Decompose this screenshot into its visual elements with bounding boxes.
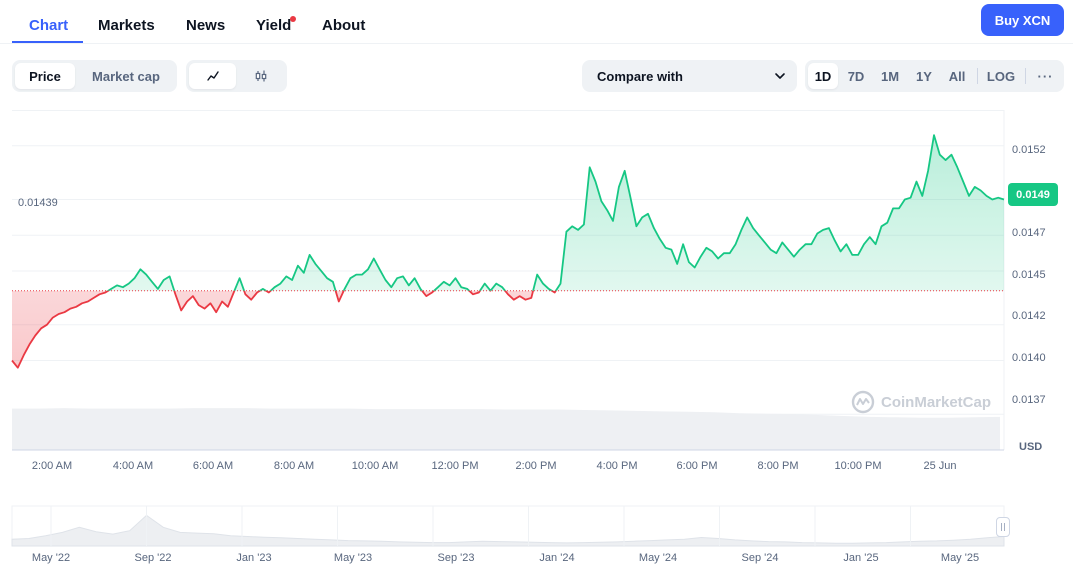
time-range-selector: 1D 7D 1M 1Y All LOG ··· [805, 60, 1064, 92]
chevron-down-icon [775, 73, 785, 79]
x-tick-label: 8:00 PM [757, 460, 799, 472]
range-1m-button[interactable]: 1M [880, 68, 900, 84]
y-tick-label: 0.0137 [1012, 394, 1046, 406]
tab-chart[interactable]: Chart [29, 17, 69, 34]
volume-area [12, 408, 1000, 450]
navigator-tick-label: May '22 [31, 552, 71, 564]
line-chart-button[interactable] [189, 63, 236, 89]
price-area-up [12, 135, 1004, 291]
x-tick-label: 10:00 PM [834, 460, 882, 472]
volume-bars [12, 408, 1000, 450]
coinmarketcap-logo-icon [851, 390, 875, 414]
log-scale-button[interactable]: LOG [986, 68, 1016, 84]
navigator-drag-handle[interactable] [996, 517, 1010, 537]
current-price-tag: 0.0149 [1008, 183, 1058, 206]
x-tick-label: 6:00 PM [676, 460, 718, 472]
tab-about[interactable]: About [322, 17, 366, 34]
price-line-down [11, 290, 557, 369]
candlestick-chart-button[interactable] [237, 63, 284, 89]
range-1d-button[interactable]: 1D [808, 63, 838, 89]
marketcap-toggle-button[interactable]: Market cap [92, 68, 160, 84]
navigator-tick-label: Jan '24 [539, 552, 575, 564]
x-tick-label: 4:00 AM [112, 460, 154, 472]
navigator-tick-label: Sep '23 [437, 552, 475, 564]
navigator-tick-label: May '25 [940, 552, 980, 564]
watermark-text: CoinMarketCap [881, 393, 992, 411]
candlestick-icon [255, 70, 266, 82]
x-tick-label: 12:00 PM [431, 460, 479, 472]
compare-with-label: Compare with [597, 68, 683, 84]
chart-gridlines [12, 145, 1004, 415]
currency-label: USD [1019, 441, 1043, 453]
chart-type-toggle [186, 60, 287, 92]
price-toggle-button[interactable]: Price [15, 63, 75, 89]
more-options-button[interactable]: ··· [1030, 63, 1061, 89]
y-tick-label: 0.0147 [1012, 227, 1046, 239]
open-price-label: 0.01439 [18, 197, 58, 209]
navigator-tick-label: May '24 [638, 552, 678, 564]
navigator-tick-label: May '23 [333, 552, 373, 564]
range-all-button[interactable]: All [948, 68, 966, 84]
x-tick-label: 2:00 PM [515, 460, 557, 472]
chart-top-border [12, 110, 1004, 111]
navigator-overview-area [11, 514, 1005, 547]
price-line-up [106, 134, 1005, 291]
range-divider [977, 68, 978, 84]
notification-dot [290, 16, 296, 22]
price-area-down [12, 290, 556, 368]
y-tick-label: 0.0140 [1012, 352, 1046, 364]
x-tick-label: 10:00 AM [351, 460, 399, 472]
x-tick-label: 6:00 AM [192, 460, 234, 472]
y-tick-label: 0.0145 [1012, 269, 1046, 281]
range-divider [1025, 68, 1026, 84]
top-nav: Chart Markets News Yield About Buy XCN [0, 0, 1073, 44]
x-tick-label: 4:00 PM [596, 460, 638, 472]
navigator-tick-label: Sep '22 [134, 552, 172, 564]
tab-news[interactable]: News [186, 17, 226, 34]
more-horizontal-icon: ··· [1037, 68, 1054, 84]
range-navigator [11, 505, 1005, 547]
x-tick-label: 8:00 AM [273, 460, 315, 472]
price-marketcap-toggle: Price Market cap [12, 60, 177, 92]
compare-with-dropdown[interactable]: Compare with [582, 60, 797, 92]
x-tick-label: 25 Jun [923, 460, 957, 472]
navigator-tick-label: Sep '24 [741, 552, 779, 564]
tab-markets[interactable]: Markets [98, 17, 155, 34]
navigator-tick-label: Jan '25 [843, 552, 879, 564]
navigator-tick-label: Jan '23 [236, 552, 272, 564]
y-tick-label: 0.0152 [1012, 144, 1046, 156]
range-1y-button[interactable]: 1Y [916, 68, 932, 84]
range-7d-button[interactable]: 7D [847, 68, 865, 84]
line-chart-icon [206, 71, 219, 81]
tab-yield[interactable]: Yield [256, 17, 292, 34]
y-tick-label: 0.0142 [1012, 310, 1046, 322]
buy-button[interactable]: Buy XCN [981, 4, 1064, 36]
x-tick-label: 2:00 AM [31, 460, 73, 472]
active-tab-indicator [12, 41, 83, 43]
coinmarketcap-watermark: CoinMarketCap [851, 390, 991, 414]
